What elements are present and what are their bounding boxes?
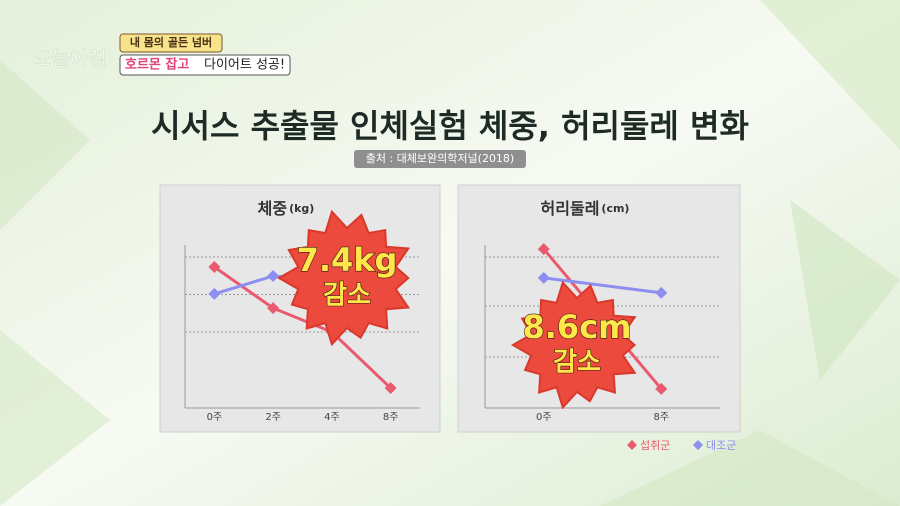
point-marker — [208, 287, 221, 300]
point-marker — [208, 261, 221, 274]
bg-shape — [760, 0, 900, 150]
bg-shape — [0, 60, 90, 230]
x-tick-label: 0주 — [207, 412, 223, 423]
logo: 오늘아침 — [33, 47, 107, 71]
x-tick-label: 0주 — [536, 412, 552, 423]
title: 시서스 추출물 인체실험 체중, 허리둘레 변화 — [151, 107, 749, 145]
point-marker — [537, 271, 550, 284]
point-marker — [537, 243, 550, 256]
caption: 다이어트 성공! — [204, 58, 285, 73]
callout-text: 감소 — [553, 348, 601, 378]
tag: 내 몸의 골든 넘버 — [130, 35, 212, 49]
bg-shape — [790, 200, 900, 380]
x-tick-label: 4주 — [324, 412, 340, 423]
chart-title: 허리둘레 (cm) — [541, 199, 630, 218]
legend-label: 섭취군 — [640, 439, 670, 452]
caption-highlight: 호르몬 잡고 — [125, 58, 189, 73]
chart-title-main: 허리둘레 — [541, 199, 600, 218]
point-marker — [655, 286, 668, 299]
chart-title: 체중 (kg) — [258, 199, 315, 218]
chart-title-unit: (cm) — [601, 202, 629, 215]
legend-marker — [693, 440, 703, 450]
bg-shape — [0, 330, 110, 506]
legend-marker — [627, 440, 637, 450]
bg-shape — [600, 430, 900, 506]
caption-box — [119, 54, 291, 76]
source-box — [354, 150, 526, 168]
series-line — [543, 276, 662, 295]
tag-box — [119, 33, 223, 53]
x-tick-label: 8주 — [383, 412, 399, 423]
chart-title-unit: (kg) — [289, 202, 314, 215]
point-marker — [655, 382, 668, 395]
callout-burst — [510, 280, 637, 410]
series-line — [213, 265, 392, 390]
callout-text: 7.4kg — [297, 241, 398, 279]
legend-label: 대조군 — [706, 439, 736, 452]
chart-title-main: 체중 — [258, 199, 288, 218]
point-marker — [384, 381, 397, 394]
point-marker — [267, 302, 280, 315]
source: 출처 : 대체보완의학저널(2018) — [366, 152, 514, 165]
callout-burst — [276, 209, 411, 347]
point-marker — [267, 269, 280, 282]
callout-text: 감소 — [323, 281, 371, 311]
x-tick-label: 2주 — [265, 412, 281, 423]
callout-text: 8.6cm — [523, 308, 632, 346]
x-tick-label: 8주 — [653, 412, 669, 423]
